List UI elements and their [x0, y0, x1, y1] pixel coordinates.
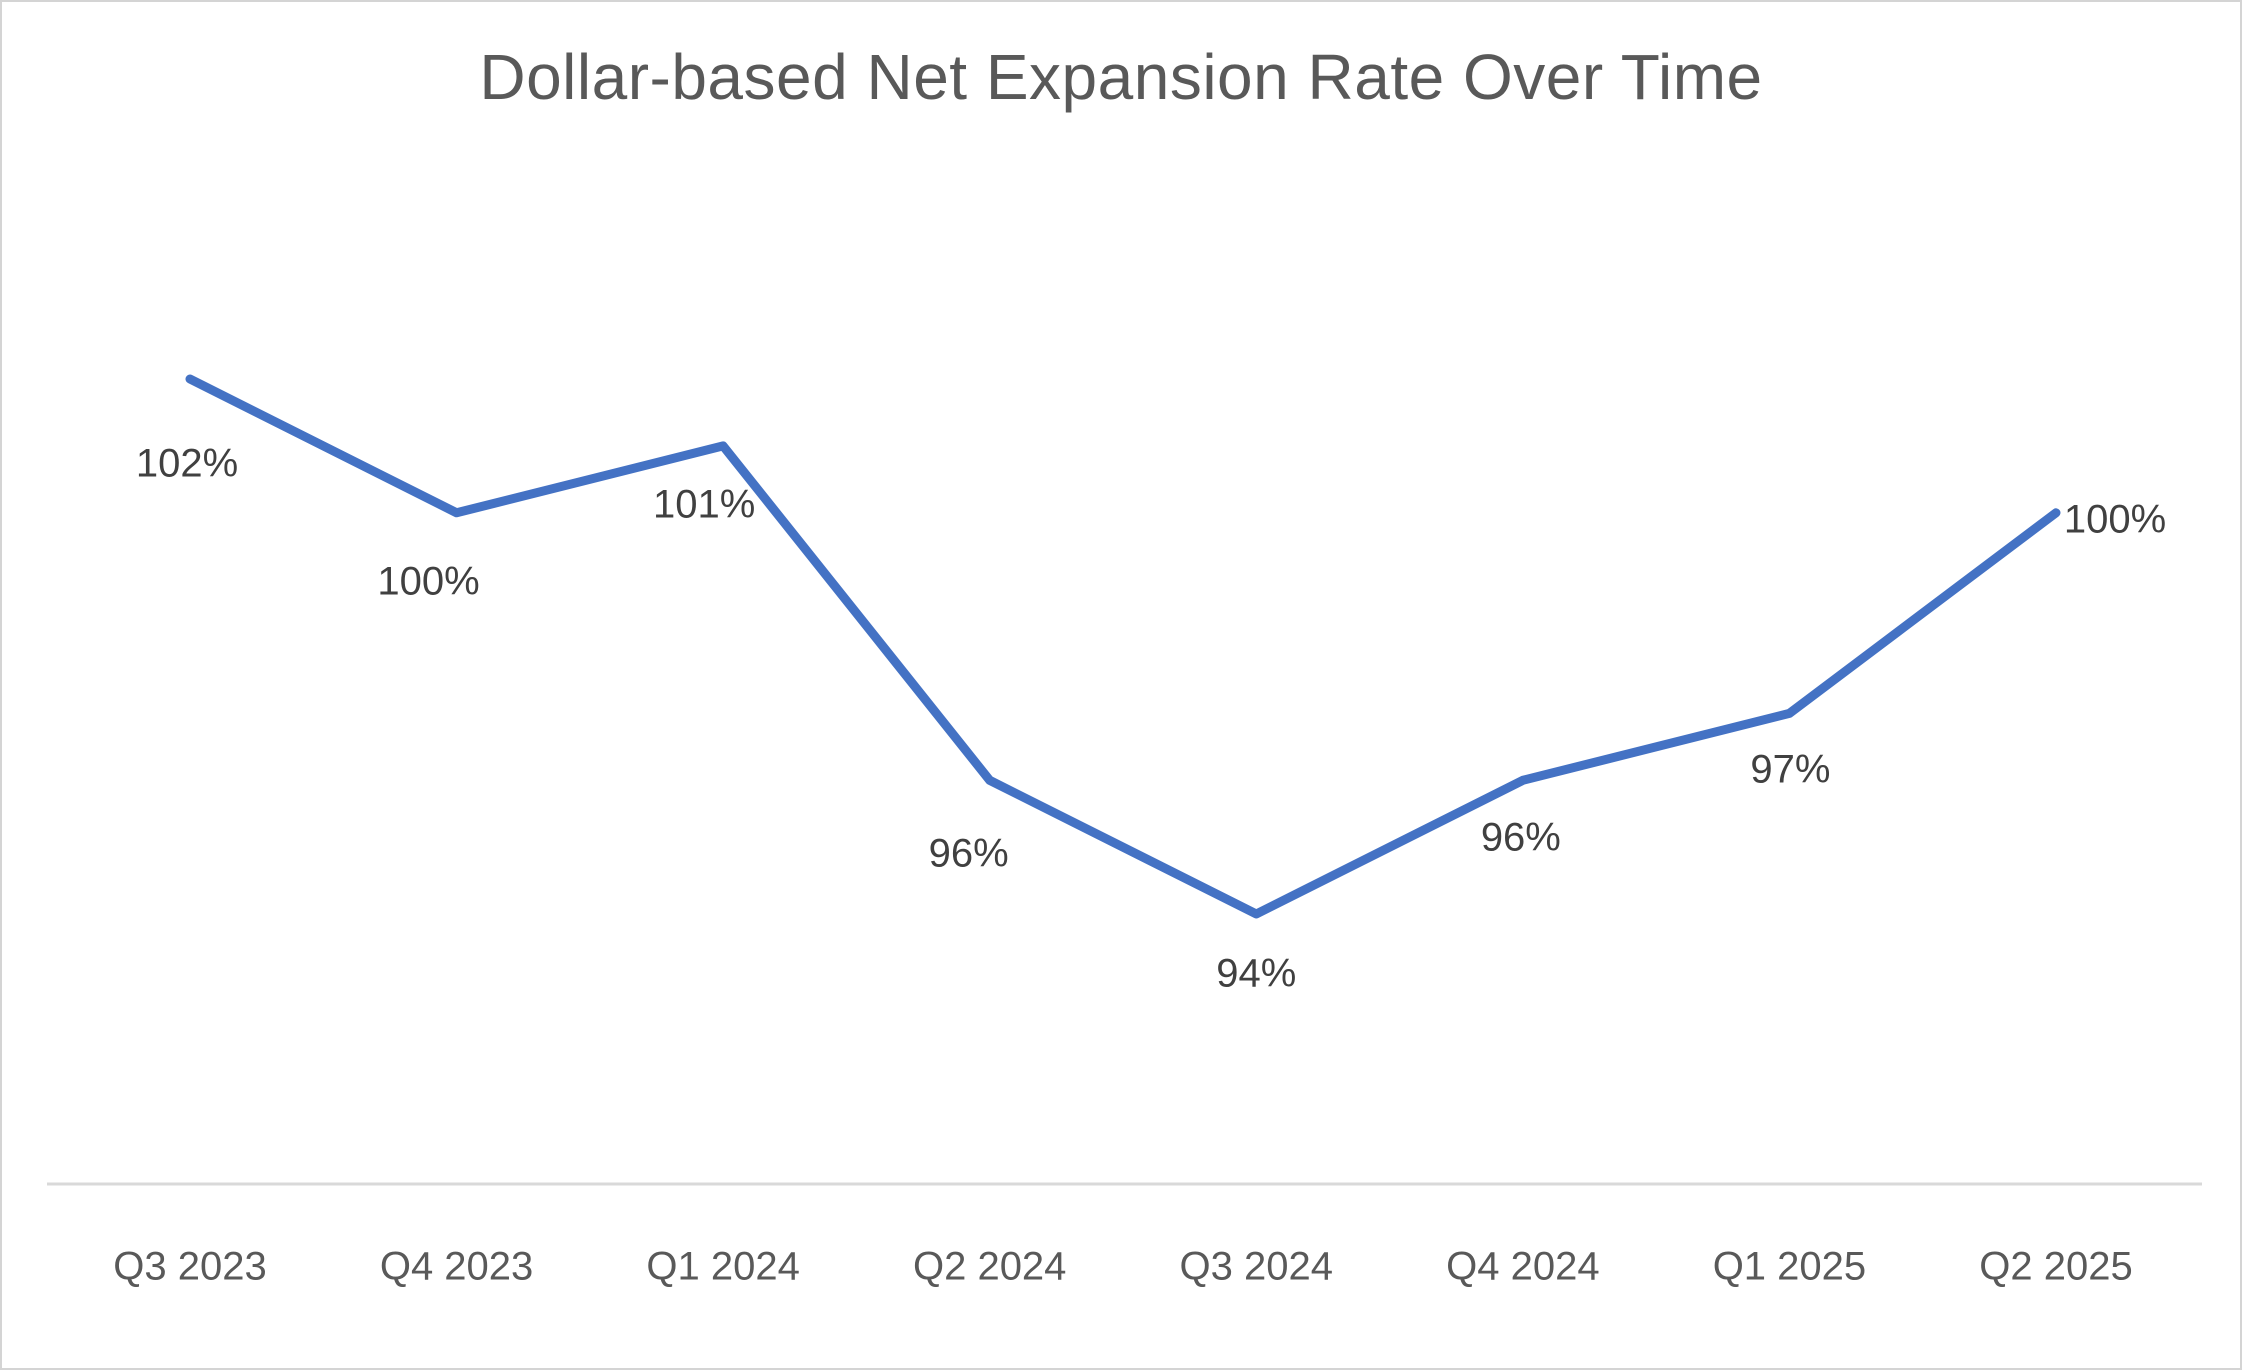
x-axis-tick-label: Q3 2024: [1179, 1244, 1334, 1289]
x-axis-tick-label: Q2 2025: [1979, 1244, 2133, 1289]
x-axis-tick-label: Q2 2024: [912, 1244, 1067, 1289]
data-point-label: 96%: [1480, 815, 1561, 860]
data-point-label: 97%: [1750, 747, 1831, 792]
x-axis-tick-label: Q3 2023: [113, 1244, 267, 1289]
data-point-label: 100%: [2063, 497, 2167, 542]
data-point-label: 94%: [1216, 951, 1297, 996]
x-axis-tick-label: Q1 2025: [1712, 1244, 1867, 1289]
x-axis-tick-label: Q4 2023: [379, 1244, 534, 1289]
data-point-label: 101%: [652, 482, 756, 527]
x-axis-tick-label: Q1 2024: [646, 1244, 800, 1289]
series-line: [185, 374, 2061, 919]
data-point-label: 102%: [135, 441, 239, 486]
x-axis-tick-label: Q4 2024: [1446, 1244, 1600, 1289]
chart-title: Dollar-based Net Expansion Rate Over Tim…: [479, 41, 1763, 113]
data-point-label: 100%: [377, 559, 480, 604]
data-point-label: 96%: [928, 831, 1009, 876]
